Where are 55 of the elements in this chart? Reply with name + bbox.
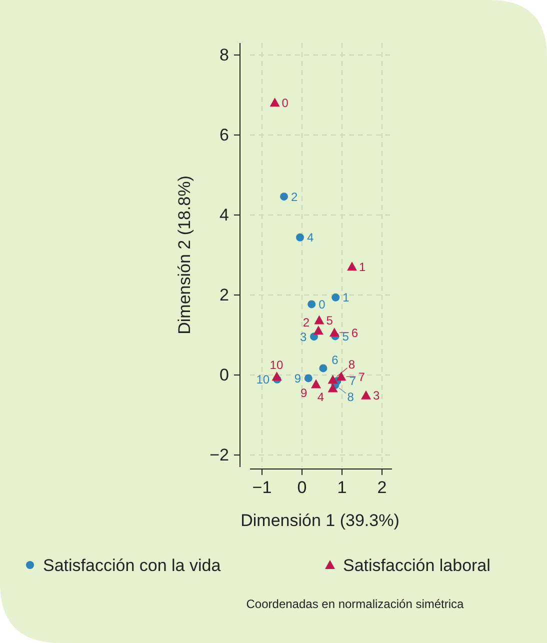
x-tick-label: 2 <box>377 478 387 497</box>
annotation: 1 <box>359 260 366 274</box>
point <box>319 364 328 372</box>
point <box>313 326 324 335</box>
point <box>332 293 340 302</box>
annotation: 0 <box>318 297 326 312</box>
annotation: 10 <box>270 358 284 372</box>
annotation: 5 <box>342 329 350 344</box>
annotation: 3 <box>300 330 307 344</box>
annotation: 8 <box>348 357 356 372</box>
point <box>280 192 288 201</box>
y-tick-label: 2 <box>220 285 229 304</box>
point <box>311 379 321 388</box>
point <box>328 374 338 384</box>
text: Coordenadas en normalización simétrica <box>246 597 464 611</box>
legend-label: Satisfacción laboral <box>343 556 490 575</box>
point <box>272 372 282 381</box>
annotation: 9 <box>294 371 302 386</box>
y-tick-label: 0 <box>220 365 229 384</box>
point <box>310 332 318 341</box>
annotation: 7 <box>358 370 366 384</box>
annotation: 9 <box>300 386 308 400</box>
x-tick-label: −1 <box>252 478 272 497</box>
annotation: 2 <box>291 190 298 204</box>
point <box>361 390 371 400</box>
annotation: 3 <box>373 388 380 403</box>
annotation: 4 <box>317 390 324 404</box>
annotation: 10 <box>256 372 270 387</box>
x-tick-label: 0 <box>297 478 307 497</box>
point <box>329 328 340 337</box>
annotation: 8 <box>347 390 354 404</box>
y-tick-label: 8 <box>220 45 229 64</box>
x-axis-title: Dimensión 1 (39.3%) <box>240 511 400 530</box>
point <box>308 300 316 308</box>
legend-label: Satisfacción con la vida <box>43 556 222 575</box>
point <box>314 315 324 324</box>
y-tick-label: 6 <box>220 125 229 144</box>
point <box>296 233 304 242</box>
annotation: 2 <box>302 315 310 330</box>
annotation: 7 <box>349 374 356 388</box>
point <box>270 98 280 107</box>
x-tick-label: 1 <box>337 478 347 497</box>
point <box>304 374 312 382</box>
annotation: 4 <box>307 230 314 245</box>
y-tick-label: 4 <box>220 205 229 224</box>
y-tick-label: −2 <box>210 445 229 464</box>
annotation: 0 <box>282 96 289 110</box>
point <box>347 262 357 271</box>
point <box>328 383 338 392</box>
annotation: 6 <box>351 326 358 340</box>
annotation: 6 <box>332 352 339 367</box>
y-axis-title: Dimensión 2 (18.8%) <box>175 176 194 334</box>
point <box>336 372 346 381</box>
annotation: 5 <box>326 313 334 328</box>
annotation: 1 <box>342 290 350 305</box>
